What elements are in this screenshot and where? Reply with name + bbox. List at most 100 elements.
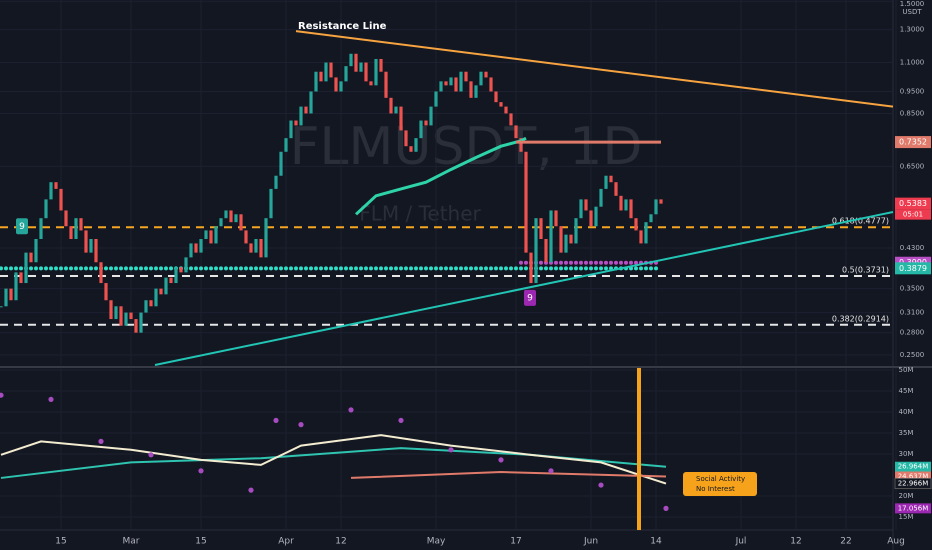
candle [549, 210, 553, 263]
x-tick-label: May [427, 537, 446, 547]
candle [224, 210, 228, 219]
indicator-line [0, 434, 667, 485]
candle [444, 81, 448, 86]
candle [0, 306, 3, 308]
price-tag [895, 262, 931, 275]
candle [34, 238, 38, 263]
signal-label: 9 [19, 222, 25, 232]
candle [424, 120, 428, 126]
candle [579, 199, 583, 219]
candle [159, 288, 163, 295]
candle [449, 77, 453, 86]
candle [489, 77, 493, 92]
candle [54, 182, 58, 189]
candle [529, 252, 533, 284]
candle [404, 130, 408, 147]
candle [129, 312, 133, 320]
x-tick-label: Mar [123, 537, 140, 547]
activity-dot [498, 457, 504, 463]
activity-dot [298, 422, 304, 428]
value-tag [895, 461, 931, 472]
candle [379, 58, 383, 72]
candle [39, 218, 43, 239]
candle [434, 91, 438, 107]
signal-label: 9 [527, 293, 533, 303]
x-tick-label: 14 [650, 537, 662, 547]
candle [74, 218, 78, 239]
x-tick-label: 15 [55, 537, 66, 547]
candle [124, 312, 128, 326]
candle [174, 267, 178, 284]
candle [269, 188, 273, 219]
candle [384, 71, 388, 98]
candle [254, 238, 258, 253]
candle [314, 71, 318, 92]
activity-dot [663, 505, 669, 511]
fib-label: 0.382(0.2914) [832, 314, 889, 323]
value-tag-label: 17.056M [898, 504, 929, 512]
price-tag-label: 0.7352 [899, 138, 927, 147]
y-tick-label: 35M [899, 429, 914, 437]
candle [144, 300, 148, 313]
y-tick-label: 50M [899, 366, 914, 374]
candle [499, 102, 503, 107]
x-tick-label: Jun [583, 537, 598, 547]
candle [604, 175, 608, 189]
currency: USDT [902, 8, 922, 16]
candle [629, 199, 633, 219]
candle [564, 234, 568, 253]
candle [14, 272, 18, 301]
candle [249, 243, 253, 253]
candle [524, 151, 528, 253]
activity-dot [348, 407, 354, 413]
candle [644, 222, 648, 244]
candle [209, 230, 213, 244]
candle [59, 188, 63, 211]
candle [339, 81, 343, 92]
candle [294, 120, 298, 126]
candle [584, 199, 588, 211]
x-tick-label: 12 [335, 537, 346, 547]
value-tag-label: 22.966M [898, 480, 929, 488]
activity-dot [198, 468, 204, 474]
activity-dot [148, 452, 154, 458]
candle [154, 288, 158, 307]
candle [354, 53, 358, 72]
candle [244, 230, 248, 244]
candle [94, 238, 98, 263]
candle [394, 106, 398, 114]
candle [504, 106, 508, 114]
candle [84, 230, 88, 253]
candle [374, 58, 378, 86]
fib-label: 0.618(0.4777) [832, 217, 889, 226]
candle [654, 199, 658, 215]
signal-marker [524, 289, 536, 306]
price-tag [895, 197, 931, 210]
candle [539, 218, 543, 239]
candle [389, 97, 393, 114]
candle [329, 62, 333, 78]
candle [469, 81, 473, 98]
candle [69, 226, 73, 239]
candle [99, 262, 103, 284]
candle [439, 81, 443, 92]
price-tag [895, 136, 931, 149]
candle [619, 195, 623, 211]
candle [9, 288, 13, 301]
y-tick-label: 0.9500 [900, 87, 925, 95]
activity-dot [273, 417, 279, 424]
candle [349, 53, 353, 67]
value-tag-label: 24.637M [898, 473, 929, 481]
candle [184, 257, 188, 273]
indicator-line [354, 136, 527, 216]
value-tag [895, 471, 931, 482]
candle [569, 234, 573, 244]
candle [279, 151, 283, 176]
candle [104, 283, 108, 301]
y-tick-label: 40M [899, 408, 914, 416]
candle [164, 277, 168, 295]
value-tag [894, 478, 932, 490]
trendline-label: Resistance Line [298, 21, 387, 32]
candle [44, 199, 48, 219]
